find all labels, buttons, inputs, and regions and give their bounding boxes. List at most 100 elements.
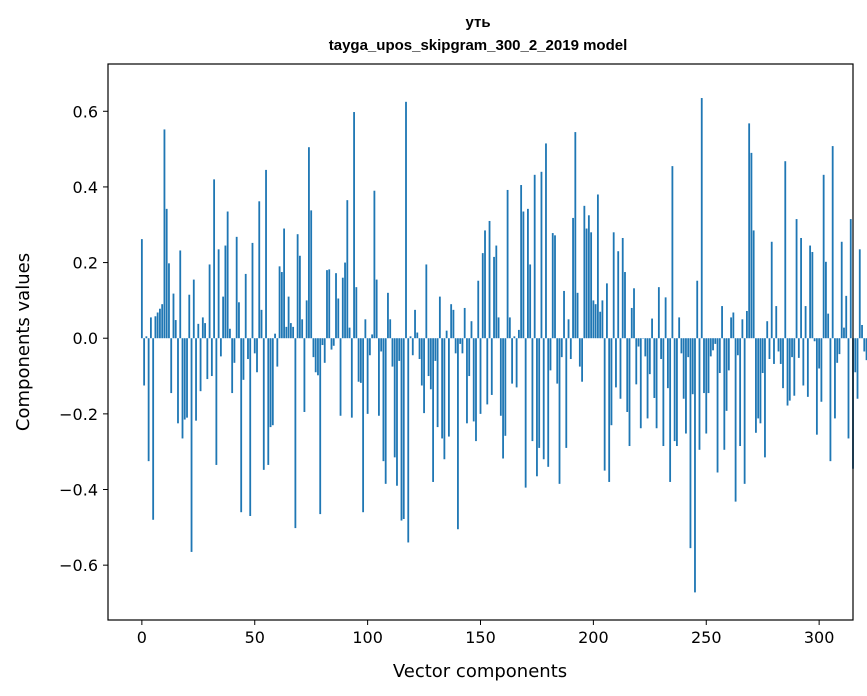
bar-component-272 bbox=[755, 338, 757, 433]
bar-component-33 bbox=[215, 338, 218, 465]
bar-component-228 bbox=[655, 338, 658, 429]
bar-component-50 bbox=[253, 338, 256, 354]
bar-component-269 bbox=[748, 123, 751, 339]
bar-component-127 bbox=[427, 338, 430, 377]
bar-component-90 bbox=[344, 262, 346, 339]
bar-component-233 bbox=[666, 338, 669, 389]
bar-component-275 bbox=[761, 338, 764, 374]
bar-component-252 bbox=[709, 338, 712, 357]
bar-component-92 bbox=[348, 327, 351, 339]
bar-component-121 bbox=[414, 309, 416, 339]
bar-component-6 bbox=[154, 316, 157, 339]
x-tick-label: 150 bbox=[465, 628, 496, 647]
bar-component-43 bbox=[238, 302, 240, 339]
bar-component-235 bbox=[671, 166, 674, 339]
bar-component-109 bbox=[387, 292, 389, 339]
bar-component-229 bbox=[657, 287, 660, 339]
bar-component-311 bbox=[843, 327, 845, 339]
bar-component-306 bbox=[831, 146, 834, 339]
bar-component-81 bbox=[323, 338, 326, 363]
y-axis-label: Components values bbox=[13, 253, 34, 431]
bar-component-300 bbox=[818, 338, 821, 369]
bar-component-319 bbox=[861, 324, 863, 339]
bar-component-102 bbox=[371, 334, 374, 339]
bar-component-54 bbox=[262, 338, 265, 470]
bar-component-313 bbox=[847, 338, 850, 439]
bar-component-141 bbox=[459, 338, 462, 344]
bar-component-24 bbox=[195, 338, 197, 421]
bar-component-155 bbox=[490, 338, 493, 395]
bar-component-94 bbox=[353, 112, 355, 339]
bar-component-30 bbox=[208, 264, 211, 339]
bar-component-281 bbox=[775, 306, 778, 339]
bar-component-27 bbox=[201, 317, 204, 339]
bar-component-67 bbox=[292, 326, 295, 339]
bar-component-248 bbox=[700, 98, 703, 339]
bar-component-190 bbox=[569, 338, 572, 360]
bar-component-1 bbox=[143, 338, 146, 386]
bar-component-274 bbox=[759, 338, 762, 424]
bar-component-266 bbox=[741, 319, 744, 339]
bar-component-224 bbox=[646, 338, 649, 419]
x-axis-label: Vector components bbox=[393, 661, 567, 682]
bar-component-145 bbox=[468, 338, 471, 377]
bar-component-208 bbox=[610, 338, 613, 426]
bar-component-203 bbox=[599, 311, 602, 339]
x-axis-ticks: 0 50 100 150 200 250 300 bbox=[137, 620, 834, 647]
bar-component-191 bbox=[572, 217, 574, 339]
bar-component-243 bbox=[689, 338, 692, 549]
bar-component-246 bbox=[696, 280, 699, 339]
bar-component-198 bbox=[587, 215, 590, 339]
bar-component-223 bbox=[644, 338, 647, 357]
bar-component-49 bbox=[251, 242, 254, 339]
bar-component-207 bbox=[608, 338, 611, 482]
bar-component-152 bbox=[484, 230, 486, 339]
bar-component-294 bbox=[804, 306, 807, 339]
bar-component-96 bbox=[357, 338, 360, 382]
bar-component-88 bbox=[339, 338, 342, 416]
chart-subtitle: tayga_upos_skipgram_300_2_2019 model bbox=[329, 37, 628, 54]
bar-component-320 bbox=[863, 338, 866, 352]
bar-component-7 bbox=[156, 312, 159, 339]
bar-component-309 bbox=[838, 338, 841, 355]
bar-component-263 bbox=[734, 338, 737, 502]
bar-component-178 bbox=[542, 338, 545, 460]
bar-component-103 bbox=[373, 190, 376, 339]
bar-component-240 bbox=[682, 338, 685, 399]
bar-component-261 bbox=[730, 317, 732, 339]
bar-component-297 bbox=[811, 251, 814, 339]
bar-component-247 bbox=[698, 338, 701, 450]
bar-component-42 bbox=[235, 236, 238, 339]
bar-component-100 bbox=[366, 338, 369, 414]
bar-component-147 bbox=[472, 338, 475, 422]
bar-component-290 bbox=[795, 219, 798, 339]
bar-component-166 bbox=[515, 338, 518, 388]
bar-component-61 bbox=[278, 266, 281, 339]
bar-component-53 bbox=[260, 309, 263, 339]
bar-component-295 bbox=[806, 338, 809, 397]
bar-component-72 bbox=[303, 338, 306, 412]
bar-component-241 bbox=[685, 338, 687, 434]
bar-component-156 bbox=[493, 256, 495, 339]
y-tick-label: −0.4 bbox=[59, 481, 98, 500]
bar-component-180 bbox=[547, 338, 550, 467]
bar-component-164 bbox=[511, 338, 514, 384]
bar-component-151 bbox=[481, 253, 484, 339]
bar-component-215 bbox=[626, 338, 629, 412]
bar-component-98 bbox=[362, 338, 365, 513]
bar-component-277 bbox=[766, 321, 769, 339]
bar-component-316 bbox=[854, 338, 857, 373]
bar-component-292 bbox=[800, 237, 802, 339]
bar-component-220 bbox=[637, 338, 640, 347]
bar-component-173 bbox=[531, 338, 534, 442]
plot-frame bbox=[107, 63, 854, 621]
bar-component-83 bbox=[328, 269, 331, 339]
bar-component-285 bbox=[784, 161, 787, 339]
bar-component-227 bbox=[653, 338, 656, 398]
bar-component-284 bbox=[782, 338, 784, 389]
bar-component-32 bbox=[213, 179, 216, 339]
bar-component-69 bbox=[296, 234, 299, 339]
bar-component-22 bbox=[190, 338, 193, 552]
bar-component-260 bbox=[727, 338, 730, 371]
bar-component-271 bbox=[752, 230, 755, 339]
